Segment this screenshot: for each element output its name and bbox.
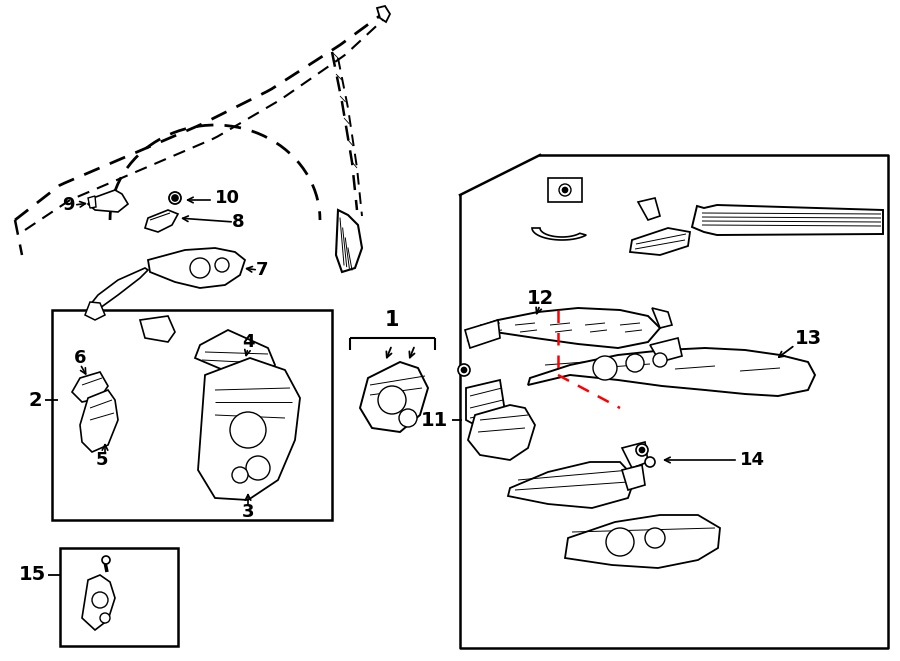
Text: 15: 15 [19, 566, 46, 584]
Circle shape [645, 457, 655, 467]
Polygon shape [88, 190, 128, 212]
Text: 9: 9 [62, 196, 74, 214]
Polygon shape [532, 228, 586, 240]
Polygon shape [468, 308, 660, 348]
Text: 7: 7 [256, 261, 268, 279]
Polygon shape [145, 210, 178, 232]
Polygon shape [622, 465, 645, 490]
Polygon shape [650, 338, 682, 362]
Circle shape [462, 368, 466, 373]
Text: 14: 14 [740, 451, 765, 469]
Circle shape [653, 353, 667, 367]
Circle shape [92, 592, 108, 608]
Polygon shape [548, 178, 582, 202]
Text: 5: 5 [95, 451, 108, 469]
Polygon shape [377, 6, 390, 22]
Polygon shape [528, 348, 815, 396]
Text: 2: 2 [28, 391, 41, 410]
Polygon shape [622, 442, 648, 468]
Circle shape [626, 354, 644, 372]
Polygon shape [85, 302, 105, 320]
Polygon shape [652, 308, 672, 328]
Circle shape [246, 456, 270, 480]
Text: 6: 6 [74, 349, 86, 367]
Circle shape [172, 195, 178, 201]
Text: 12: 12 [526, 288, 554, 307]
Bar [60, 548, 178, 646]
Circle shape [562, 188, 568, 192]
Circle shape [232, 467, 248, 483]
Polygon shape [198, 358, 300, 500]
Polygon shape [88, 196, 96, 208]
Polygon shape [692, 205, 883, 235]
Polygon shape [468, 405, 535, 460]
Circle shape [102, 556, 110, 564]
Bar [52, 310, 332, 520]
Circle shape [169, 192, 181, 204]
Polygon shape [565, 515, 720, 568]
Polygon shape [140, 316, 175, 342]
Text: 1: 1 [385, 310, 400, 330]
Text: 10: 10 [215, 189, 240, 207]
Polygon shape [508, 462, 635, 508]
Circle shape [593, 356, 617, 380]
Polygon shape [82, 575, 115, 630]
Circle shape [606, 528, 634, 556]
Circle shape [215, 258, 229, 272]
Circle shape [378, 386, 406, 414]
Polygon shape [630, 228, 690, 255]
Polygon shape [80, 390, 118, 452]
Circle shape [190, 258, 210, 278]
Text: 4: 4 [242, 333, 254, 351]
Polygon shape [360, 362, 428, 432]
Polygon shape [336, 210, 362, 272]
Polygon shape [90, 268, 148, 308]
Polygon shape [195, 330, 275, 380]
Circle shape [100, 613, 110, 623]
Circle shape [230, 412, 266, 448]
Text: 11: 11 [421, 410, 448, 430]
Circle shape [645, 528, 665, 548]
Polygon shape [72, 372, 108, 402]
Text: 3: 3 [242, 503, 254, 521]
Circle shape [636, 444, 648, 456]
Circle shape [559, 184, 571, 196]
Circle shape [458, 364, 470, 376]
Text: 13: 13 [795, 329, 822, 348]
Text: 8: 8 [231, 213, 244, 231]
Polygon shape [148, 248, 245, 288]
Polygon shape [638, 198, 660, 220]
Circle shape [399, 409, 417, 427]
Circle shape [640, 447, 644, 453]
Polygon shape [466, 380, 506, 435]
Polygon shape [465, 320, 500, 348]
